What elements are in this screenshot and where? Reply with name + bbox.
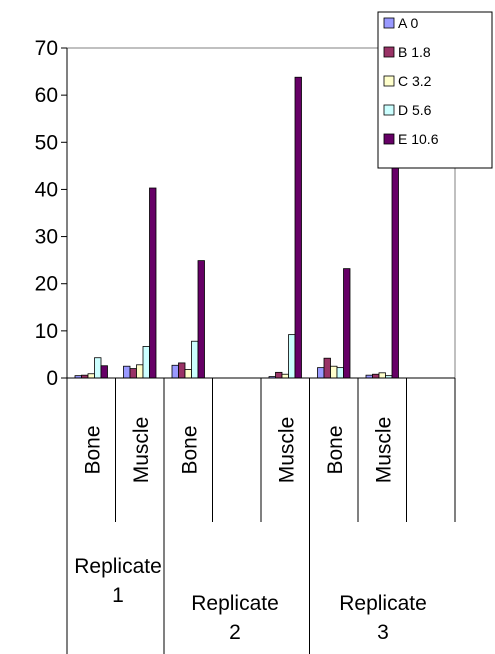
bar-c-3-2-2 [184,369,192,379]
y-tick-label: 40 [35,178,58,201]
bar-b-1-8-4 [275,371,283,379]
x-category-label: Bone [81,425,104,474]
x-group-label: Replicate [339,592,427,615]
bar-d-5-6-0 [94,357,102,379]
x-group-label: Replicate [74,555,162,578]
bar-e-10-6-0 [100,365,108,379]
legend-swatch [383,17,395,29]
x-axis: Bone Muscle Bone Muscle Bone Muscle Replicate 1… [66,377,456,654]
y-tick-label: 10 [35,320,58,343]
bar-b-1-8-2 [178,362,186,379]
bar-d-5-6-5 [336,367,344,379]
bar-d-5-6-1 [142,346,150,379]
legend-box [377,11,493,169]
bar-e-10-6-5 [343,268,351,379]
legend-entry: D 5.6 [398,102,432,118]
x-category-label: Muscle [372,417,395,484]
legend-swatch [383,46,395,58]
bar-a-0-2 [171,364,179,379]
y-tick-label: 30 [35,226,58,249]
y-tick-label: 60 [35,84,58,107]
legend-swatch [383,75,395,87]
x-group-label: Replicate [191,592,279,615]
bar-d-5-6-2 [191,340,199,379]
y-tick-label: 70 [35,37,58,60]
legend-swatch [383,104,395,116]
x-category-label: Muscle [130,417,153,484]
y-tick-label: 0 [46,367,58,390]
bar-d-5-6-4 [288,334,296,379]
y-axis: 0 10 20 30 40 50 60 70 [35,37,68,390]
x-category-label: Bone [178,425,201,474]
x-group-label: 2 [229,621,241,644]
bar-c-3-2-6 [378,372,386,379]
x-group-label: 3 [377,621,389,644]
bars [74,76,399,379]
bar-c-3-2-1 [136,364,144,379]
bar-e-10-6-4 [294,76,302,379]
bar-b-1-8-6 [372,373,380,379]
bar-a-0-5 [317,367,325,379]
legend-entry: A 0 [398,15,418,31]
y-tick-label: 50 [35,131,58,154]
bar-c-3-2-4 [281,373,289,379]
bar-c-3-2-5 [330,365,338,379]
y-tick-label: 20 [35,273,58,296]
bar-b-1-8-1 [129,368,137,379]
bar-e-10-6-2 [197,260,205,379]
x-category-label: Muscle [275,417,298,484]
legend-swatch [383,133,395,145]
x-group-label: 1 [112,584,124,607]
bar-e-10-6-1 [149,187,157,379]
bar-c-3-2-0 [87,373,95,379]
x-category-label: Bone [324,425,347,474]
bar-b-1-8-5 [323,357,331,379]
legend: A 0 B 1.8 C 3.2 D 5.6 E 10.6 [377,11,493,169]
bar-a-0-1 [123,365,131,379]
legend-entry: E 10.6 [398,131,439,147]
legend-entry: C 3.2 [398,73,432,89]
legend-entry: B 1.8 [398,44,431,60]
